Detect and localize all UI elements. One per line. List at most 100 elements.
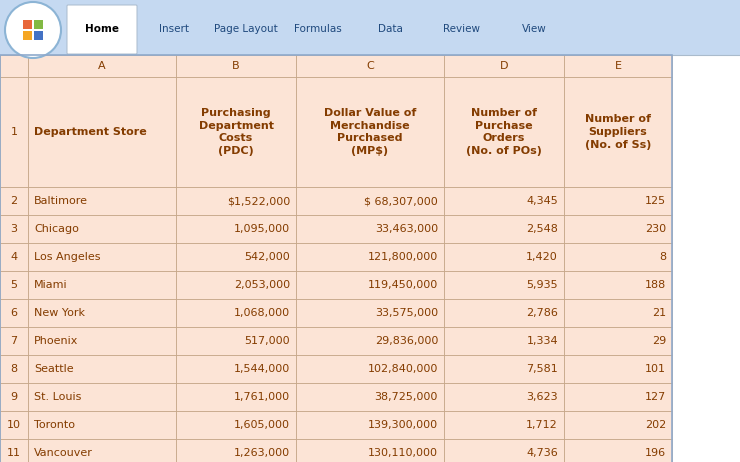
Bar <box>176 271 296 299</box>
Text: 139,300,000: 139,300,000 <box>368 420 438 430</box>
Text: 542,000: 542,000 <box>244 252 290 262</box>
Bar <box>176 355 296 383</box>
Bar <box>28 299 176 327</box>
Text: Chicago: Chicago <box>34 224 79 234</box>
Text: 1,095,000: 1,095,000 <box>234 224 290 234</box>
Text: Department Store: Department Store <box>34 127 147 137</box>
Bar <box>296 327 444 355</box>
Bar <box>564 439 672 462</box>
Text: Purchasing
Department
Costs
(PDC): Purchasing Department Costs (PDC) <box>198 108 274 156</box>
Bar <box>28 271 176 299</box>
Bar <box>176 383 296 411</box>
Bar <box>176 77 296 187</box>
Bar <box>0 55 672 77</box>
Text: 127: 127 <box>645 392 666 402</box>
Text: 2,053,000: 2,053,000 <box>234 280 290 290</box>
Text: Number of
Suppliers
(No. of Ss): Number of Suppliers (No. of Ss) <box>585 114 651 150</box>
Text: 29,836,000: 29,836,000 <box>374 336 438 346</box>
Bar <box>564 383 672 411</box>
Text: 119,450,000: 119,450,000 <box>368 280 438 290</box>
Text: Dollar Value of
Merchandise
Purchased
(MP$): Dollar Value of Merchandise Purchased (M… <box>324 108 416 156</box>
Bar <box>444 55 564 77</box>
Bar <box>564 243 672 271</box>
Text: 3: 3 <box>10 224 18 234</box>
Bar <box>296 411 444 439</box>
Text: 1: 1 <box>10 127 18 137</box>
Text: Page Layout: Page Layout <box>214 24 278 35</box>
Text: 5: 5 <box>10 280 18 290</box>
Text: D: D <box>500 61 508 71</box>
Bar <box>28 383 176 411</box>
Text: 29: 29 <box>652 336 666 346</box>
Bar <box>564 355 672 383</box>
Bar <box>28 55 176 77</box>
Bar <box>0 0 740 55</box>
Bar <box>0 411 28 439</box>
Bar <box>23 20 32 29</box>
Circle shape <box>5 2 61 58</box>
Bar <box>28 327 176 355</box>
Bar <box>296 355 444 383</box>
Text: St. Louis: St. Louis <box>34 392 81 402</box>
Bar <box>0 215 28 243</box>
Bar <box>564 271 672 299</box>
Bar <box>296 187 444 215</box>
Bar <box>564 327 672 355</box>
Bar <box>296 243 444 271</box>
Bar <box>176 55 296 77</box>
Bar <box>444 327 564 355</box>
Bar <box>296 215 444 243</box>
Bar <box>176 327 296 355</box>
Text: 8: 8 <box>659 252 666 262</box>
Text: 9: 9 <box>10 392 18 402</box>
Bar <box>28 77 176 187</box>
Text: 230: 230 <box>645 224 666 234</box>
Text: 1,420: 1,420 <box>526 252 558 262</box>
Text: 2,548: 2,548 <box>526 224 558 234</box>
Text: $ 68,307,000: $ 68,307,000 <box>364 196 438 206</box>
Text: 2: 2 <box>10 196 18 206</box>
Text: 8: 8 <box>10 364 18 374</box>
Bar <box>176 187 296 215</box>
Bar <box>564 299 672 327</box>
Bar <box>176 411 296 439</box>
Bar <box>176 243 296 271</box>
Bar <box>444 215 564 243</box>
Bar <box>34 20 43 29</box>
Text: 4,345: 4,345 <box>526 196 558 206</box>
Text: 188: 188 <box>645 280 666 290</box>
Bar <box>444 77 564 187</box>
Bar <box>28 187 176 215</box>
Text: Toronto: Toronto <box>34 420 75 430</box>
Text: 10: 10 <box>7 420 21 430</box>
Bar <box>28 215 176 243</box>
Text: 33,575,000: 33,575,000 <box>375 308 438 318</box>
Text: Vancouver: Vancouver <box>34 448 93 458</box>
Text: 7: 7 <box>10 336 18 346</box>
Bar <box>564 77 672 187</box>
Text: Los Angeles: Los Angeles <box>34 252 101 262</box>
Text: 517,000: 517,000 <box>244 336 290 346</box>
Text: Formulas: Formulas <box>294 24 342 35</box>
Text: Seattle: Seattle <box>34 364 73 374</box>
Text: 1,712: 1,712 <box>526 420 558 430</box>
Bar <box>28 411 176 439</box>
Bar <box>296 55 444 77</box>
Text: E: E <box>614 61 622 71</box>
Bar <box>0 327 28 355</box>
Bar <box>0 55 740 63</box>
Text: 130,110,000: 130,110,000 <box>368 448 438 458</box>
Bar <box>444 187 564 215</box>
Text: 11: 11 <box>7 448 21 458</box>
Text: Phoenix: Phoenix <box>34 336 78 346</box>
Text: 125: 125 <box>645 196 666 206</box>
Bar <box>444 383 564 411</box>
Bar <box>296 77 444 187</box>
Text: 21: 21 <box>652 308 666 318</box>
Text: 121,800,000: 121,800,000 <box>368 252 438 262</box>
Bar <box>564 411 672 439</box>
Bar <box>0 243 28 271</box>
Text: 7,581: 7,581 <box>526 364 558 374</box>
Bar <box>0 187 28 215</box>
Bar <box>176 215 296 243</box>
